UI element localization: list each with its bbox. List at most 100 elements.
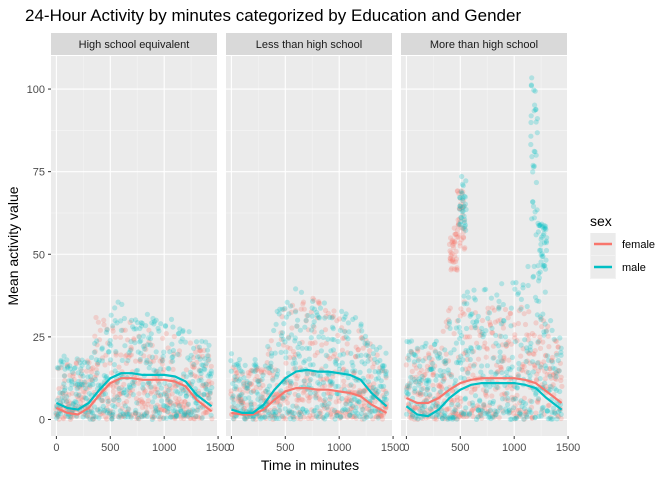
data-point-female xyxy=(84,412,91,419)
data-point-female xyxy=(467,363,473,369)
data-point-male xyxy=(507,367,513,373)
smooth-line-male xyxy=(55,372,213,411)
data-point-female xyxy=(336,394,342,401)
data-point-female xyxy=(275,398,281,404)
data-point-female xyxy=(339,347,345,353)
data-point-female xyxy=(527,398,533,404)
data-point-female xyxy=(202,409,208,415)
data-point-female xyxy=(95,407,101,413)
data-point-female xyxy=(556,368,562,374)
data-point-male xyxy=(167,382,173,388)
data-point-male xyxy=(311,319,317,325)
data-point-female xyxy=(89,377,95,383)
data-point-female xyxy=(89,369,95,375)
data-point-male xyxy=(476,345,483,351)
data-point-female xyxy=(119,390,125,396)
data-point-female xyxy=(531,351,537,357)
data-point-female xyxy=(146,327,152,333)
data-point-male xyxy=(333,361,339,367)
data-point-female xyxy=(541,411,547,417)
data-point-male xyxy=(468,344,474,351)
data-point-male xyxy=(462,222,468,228)
data-point-male xyxy=(377,357,383,364)
data-point-female xyxy=(534,398,541,404)
data-point-female xyxy=(314,315,320,321)
data-point-female xyxy=(124,399,130,405)
data-point-male xyxy=(461,293,467,299)
data-point-male xyxy=(156,381,162,387)
data-point-female xyxy=(116,364,122,370)
data-point-female xyxy=(420,391,426,397)
data-point-female xyxy=(466,365,472,372)
data-point-male xyxy=(329,315,335,321)
data-point-male xyxy=(240,407,246,413)
data-point-female xyxy=(521,363,527,370)
data-point-male xyxy=(242,362,248,368)
data-point-male xyxy=(290,361,296,367)
data-point-female xyxy=(360,345,366,351)
data-point-male xyxy=(295,392,301,399)
data-point-male xyxy=(504,390,510,396)
data-point-female xyxy=(206,381,212,387)
data-point-female xyxy=(146,339,152,345)
data-point-male xyxy=(527,407,533,413)
data-point-female xyxy=(458,225,464,231)
data-point-male xyxy=(193,339,200,345)
data-point-male xyxy=(505,395,511,401)
data-point-female xyxy=(286,334,292,340)
data-point-male xyxy=(555,409,562,415)
data-point-male xyxy=(445,367,451,373)
data-point-female xyxy=(502,306,509,313)
data-point-female xyxy=(461,311,467,317)
data-point-female xyxy=(253,416,259,422)
data-point-male xyxy=(297,327,303,333)
data-point-female xyxy=(549,384,555,390)
data-point-male xyxy=(88,354,95,361)
data-point-male xyxy=(528,83,535,89)
data-point-male xyxy=(520,285,526,291)
data-point-female xyxy=(256,377,262,383)
data-point-male xyxy=(125,406,131,412)
data-point-female xyxy=(512,416,518,422)
data-point-female xyxy=(113,352,119,358)
data-point-male xyxy=(178,408,184,414)
data-point-female xyxy=(457,240,463,246)
data-point-male xyxy=(129,317,135,323)
data-point-male xyxy=(438,389,444,395)
data-point-female xyxy=(449,257,455,263)
data-point-male xyxy=(344,368,350,374)
data-point-male xyxy=(432,349,439,355)
data-point-male xyxy=(459,197,465,203)
data-point-female xyxy=(509,407,516,413)
data-point-male xyxy=(528,113,534,119)
data-point-male xyxy=(148,331,154,337)
data-point-male xyxy=(138,350,144,356)
data-point-male xyxy=(259,415,265,421)
data-point-female xyxy=(458,188,464,194)
data-point-female xyxy=(337,410,343,416)
data-point-male xyxy=(171,403,177,409)
data-point-male xyxy=(230,400,236,406)
data-point-female xyxy=(123,360,129,366)
data-point-female xyxy=(441,376,447,382)
data-point-female xyxy=(518,353,524,359)
data-point-male xyxy=(549,327,555,333)
data-point-male xyxy=(327,394,333,400)
data-point-male xyxy=(121,411,127,417)
data-point-male xyxy=(558,352,564,358)
data-point-female xyxy=(77,385,83,391)
data-point-male xyxy=(467,356,473,363)
data-point-male xyxy=(176,330,182,336)
data-point-male xyxy=(68,377,74,383)
data-point-male xyxy=(343,401,349,407)
data-point-male xyxy=(517,411,523,417)
data-point-female xyxy=(281,414,287,420)
data-point-male xyxy=(160,353,166,360)
data-point-male xyxy=(454,416,460,422)
data-point-male xyxy=(99,345,105,351)
data-point-male xyxy=(404,338,410,345)
data-point-male xyxy=(207,388,213,394)
data-point-male xyxy=(254,364,260,370)
data-point-male xyxy=(461,193,467,199)
data-point-female xyxy=(173,395,179,401)
